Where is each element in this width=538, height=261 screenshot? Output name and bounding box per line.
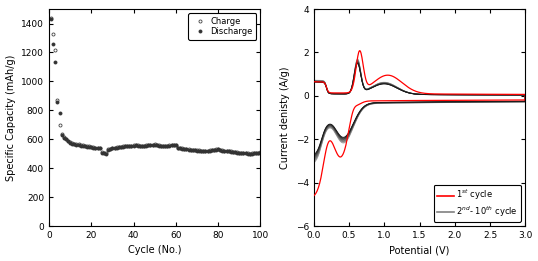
- Charge: [249, 152, 255, 155]
- Line: Charge: Charge: [49, 16, 262, 155]
- Discharge: [246, 152, 253, 156]
- X-axis label: Potential (V): Potential (V): [390, 245, 450, 256]
- Line: Discharge: Discharge: [49, 18, 262, 156]
- Charge: [257, 151, 264, 154]
- Charge: [173, 143, 179, 146]
- Discharge: [96, 147, 103, 150]
- Discharge: [257, 151, 264, 154]
- Legend: 1$^{st}$ cycle, 2$^{nd}$- 10$^{th}$ cycle: 1$^{st}$ cycle, 2$^{nd}$- 10$^{th}$ cycl…: [434, 185, 521, 222]
- Charge: [246, 152, 253, 155]
- Charge: [96, 147, 103, 150]
- Discharge: [88, 146, 95, 149]
- Charge: [155, 144, 162, 147]
- Discharge: [48, 17, 54, 21]
- X-axis label: Cycle (No.): Cycle (No.): [128, 245, 181, 256]
- Charge: [88, 145, 95, 148]
- Discharge: [240, 152, 247, 155]
- Y-axis label: Specific Capacity (mAh/g): Specific Capacity (mAh/g): [5, 54, 16, 181]
- Charge: [48, 16, 54, 19]
- Discharge: [249, 152, 255, 155]
- Discharge: [173, 144, 179, 147]
- Charge: [240, 151, 247, 155]
- Discharge: [155, 144, 162, 147]
- Legend: Charge, Discharge: Charge, Discharge: [188, 13, 256, 40]
- Y-axis label: Current denisty (A/g): Current denisty (A/g): [280, 66, 290, 169]
